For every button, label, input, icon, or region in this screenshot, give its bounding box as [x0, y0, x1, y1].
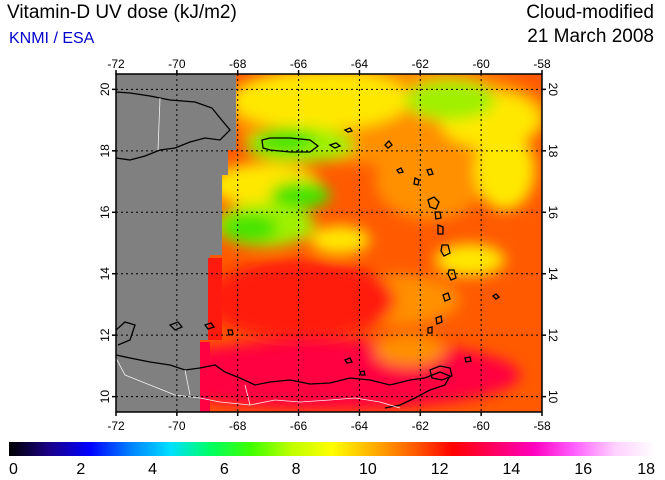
lat-tick-label-right: 10 [546, 390, 560, 404]
coast-trinidad [429, 365, 453, 381]
colorbar-tick-label: 6 [220, 461, 229, 478]
colorbar-tick-label: 8 [292, 461, 301, 478]
colorbar-tick-label: 14 [503, 461, 521, 478]
field-patch-orange-bottom [375, 334, 445, 366]
coast-margarita [344, 357, 366, 376]
colorbar-ticks: 0 2 4 6 8 10 12 14 16 18 [9, 461, 655, 478]
coast-abc-islands [168, 321, 234, 336]
lat-tick-label-right: 12 [546, 329, 560, 343]
date-label: 21 March 2008 [527, 26, 654, 47]
lat-tick-label-right: 16 [546, 206, 560, 220]
lat-tick-label-left: 12 [98, 328, 112, 342]
field-patch-yellow-se [435, 244, 505, 276]
coast-leeward-islands [413, 168, 444, 235]
border-haiti-dr [157, 97, 161, 151]
coast-barbados-tobago [464, 293, 501, 363]
lon-tick-label-top: -64 [351, 57, 369, 71]
colorbar-tick-label: 4 [148, 461, 157, 478]
lat-tick-label-left: 18 [98, 144, 112, 158]
colorbar-tick-label: 2 [76, 461, 85, 478]
field-patch-green-west [222, 214, 278, 242]
uv-field [116, 74, 542, 412]
field-edge-crimson [200, 342, 210, 412]
field-patch-red-south [205, 260, 395, 340]
lon-tick-label-top: -60 [472, 57, 490, 71]
field-patch-orange-east [375, 140, 485, 220]
field-patch-green-center [270, 181, 330, 209]
lon-tick-label-bottom: -68 [229, 419, 247, 433]
coast-puerto-rico [261, 137, 320, 153]
map-title: Vitamin-D UV dose (kJ/m2) [7, 2, 237, 23]
colorbar-tick-label: 18 [637, 461, 655, 478]
map-frame [115, 73, 543, 413]
lon-tick-label-bottom: -66 [290, 419, 308, 433]
colorbar-tick-label: 12 [431, 461, 449, 478]
border-inland [184, 369, 251, 406]
lon-tick-label-bottom: -58 [533, 419, 551, 433]
lon-tick-label-top: -72 [107, 57, 125, 71]
lat-tick-label-left: 20 [98, 82, 112, 96]
no-data-region [116, 74, 236, 412]
lon-tick-label-bottom: -70 [168, 419, 186, 433]
lon-tick-label-top: -62 [412, 57, 430, 71]
colorbar-tick-label: 10 [359, 461, 377, 478]
lat-tick-label-left: 14 [98, 267, 112, 281]
lon-tick-label-top: -58 [533, 57, 551, 71]
colorbar-tick-label: 0 [9, 461, 18, 478]
coastlines [116, 91, 501, 409]
lon-tick-label-bottom: -64 [351, 419, 369, 433]
map-ticks: -72 -72 -70 -70 -68 -68 -66 -66 -64 -64 -62 -62 -60 -… [98, 57, 560, 433]
lon-tick-label-top: -70 [168, 57, 186, 71]
lat-tick-label-right: 14 [546, 267, 560, 281]
coast-windward-islands [427, 244, 457, 334]
colorbar [9, 442, 655, 456]
borders [116, 97, 401, 409]
coast-south-america [116, 321, 451, 409]
colorbar-tick-label: 16 [574, 461, 592, 478]
map-grid [116, 74, 542, 412]
field-patch-lightgreen-ne [405, 80, 495, 120]
lat-tick-label-left: 10 [98, 390, 112, 404]
lon-tick-label-bottom: -62 [412, 419, 430, 433]
lon-tick-label-top: -66 [290, 57, 308, 71]
field-patch-yellow-mid [310, 226, 370, 254]
field-patch-yellow-far-east [475, 130, 535, 210]
lat-tick-label-right: 20 [546, 83, 560, 97]
lat-tick-label-left: 16 [98, 205, 112, 219]
credit-label: KNMI / ESA [9, 30, 95, 47]
subtitle-label: Cloud-modified [526, 2, 654, 23]
lon-tick-label-top: -68 [229, 57, 247, 71]
field-patch-green-pr [255, 128, 315, 152]
lon-tick-label-bottom: -72 [107, 419, 125, 433]
lat-tick-label-right: 18 [546, 144, 560, 158]
field-patch-yellow-north [230, 74, 410, 130]
coast-virgin-islands [328, 127, 404, 174]
lon-tick-label-bottom: -60 [472, 419, 490, 433]
field-edge-red [208, 258, 222, 340]
